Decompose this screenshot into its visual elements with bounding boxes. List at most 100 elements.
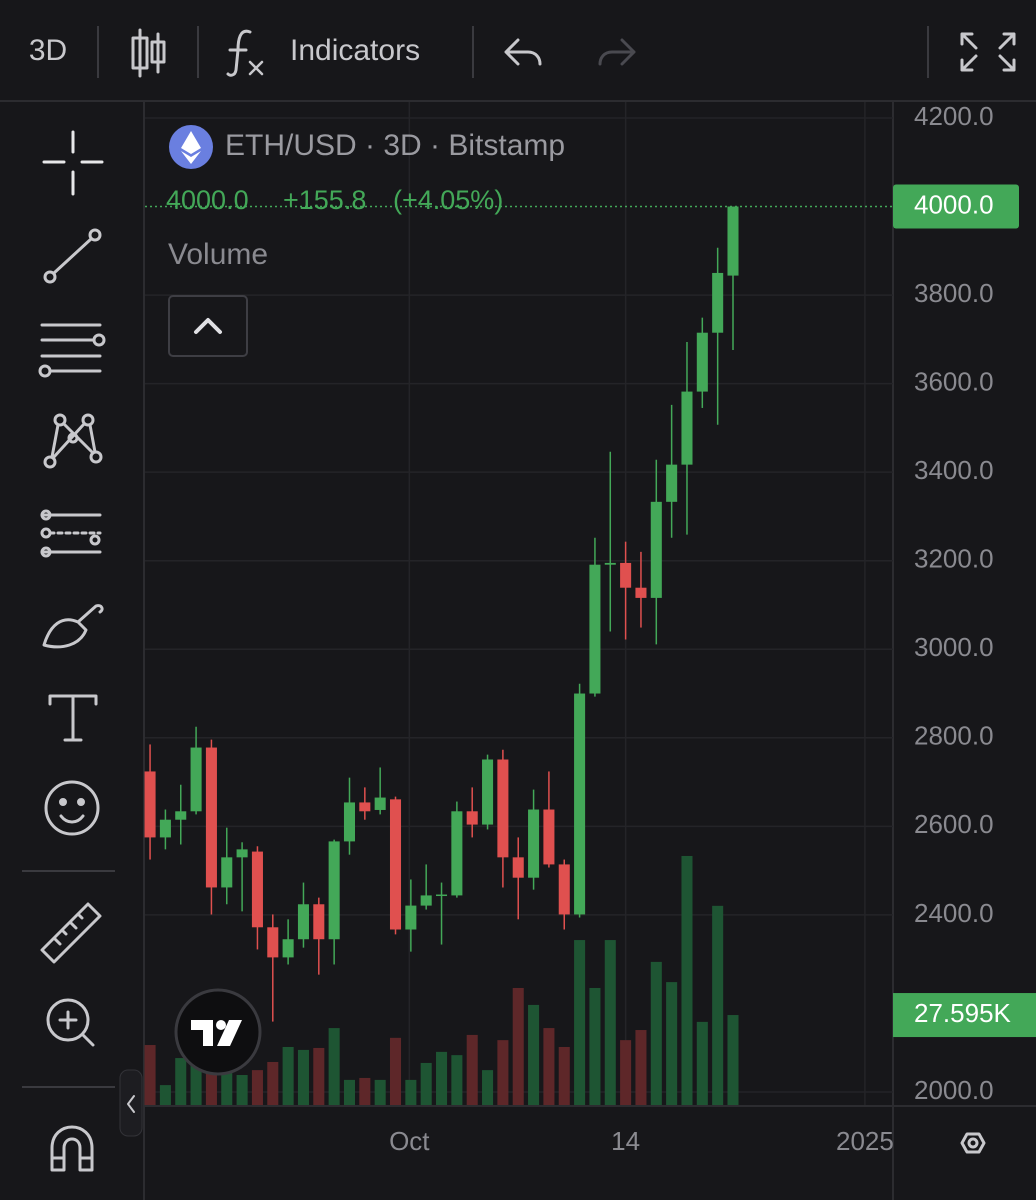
y-tick-label: 3000.0	[914, 632, 994, 662]
candle-body	[389, 799, 402, 930]
volume-bar	[604, 940, 616, 1105]
candle-body	[343, 802, 356, 842]
volume-bar	[558, 1046, 570, 1105]
candle-body	[589, 564, 601, 694]
candle-body	[282, 939, 294, 958]
top-toolbar: 3D Indicators	[0, 26, 1036, 102]
volume-bar	[374, 1079, 386, 1105]
volume-bar	[451, 1055, 463, 1105]
candle-body	[696, 332, 708, 392]
plot	[144, 102, 893, 1105]
candle-body	[681, 391, 693, 465]
undo-button[interactable]	[504, 38, 542, 66]
volume-bar	[159, 1085, 171, 1105]
ruler-tool[interactable]	[40, 902, 102, 964]
pattern-tool[interactable]	[43, 413, 103, 469]
channel-tool[interactable]	[38, 323, 106, 378]
y-tick-label: 2800.0	[914, 721, 994, 751]
candle-body	[574, 693, 586, 915]
volume-bar	[328, 1028, 340, 1105]
collapse-toolbar[interactable]	[119, 1069, 143, 1137]
volume-bar	[282, 1046, 294, 1105]
settings-button[interactable]	[960, 1132, 986, 1154]
y-tick-label: 3200.0	[914, 544, 994, 574]
candle-body	[604, 562, 616, 565]
collapse-legend-arrow	[194, 318, 222, 334]
line-tool[interactable]	[43, 228, 102, 284]
volume-bar	[190, 1040, 202, 1105]
redo-button[interactable]	[598, 38, 636, 66]
volume-bar	[236, 1075, 248, 1105]
emoji-tool[interactable]	[44, 780, 100, 836]
tradingview-logo	[174, 988, 262, 1076]
eth-logo-mark	[181, 131, 201, 164]
volume-bar	[497, 1040, 509, 1105]
volume-bar	[681, 855, 693, 1105]
candle-body	[190, 747, 202, 812]
last-volume-label: 27.595K	[914, 998, 1012, 1028]
candle-body	[328, 841, 340, 940]
y-tick-label: 2600.0	[914, 809, 994, 839]
volume-bar	[389, 1037, 402, 1105]
candle-body	[528, 809, 540, 878]
x-tick-label: 14	[611, 1126, 640, 1156]
indicators-button[interactable]: Indicators	[290, 34, 420, 67]
quote-change: +155.8	[283, 185, 366, 215]
volume-bar	[313, 1047, 325, 1105]
candle-body	[175, 811, 187, 820]
y-tick-label: 3800.0	[914, 278, 994, 308]
candle-body	[497, 759, 509, 858]
volume-bar	[359, 1077, 371, 1105]
candle-body	[420, 895, 432, 906]
candle-body	[512, 857, 524, 878]
volume-bar	[420, 1062, 432, 1105]
last-price-label: 4000.0	[914, 189, 994, 219]
volume-bar	[267, 1061, 279, 1105]
candle-body	[712, 272, 724, 333]
volume-bar	[405, 1079, 417, 1105]
volume-bar	[482, 1070, 494, 1105]
candle-body	[205, 747, 217, 888]
crosshair-tool[interactable]	[42, 130, 104, 196]
volume-bar	[528, 1004, 540, 1105]
candle-body	[221, 857, 233, 888]
volume-bar	[543, 1028, 555, 1105]
candle-body	[251, 851, 263, 928]
volume-bar	[589, 987, 601, 1105]
volume-bar	[175, 1058, 187, 1105]
candle-body	[482, 759, 494, 825]
zoom-tool[interactable]	[46, 998, 95, 1047]
candle-body	[558, 864, 570, 915]
volume-bar	[696, 1021, 708, 1105]
interval-button[interactable]: 3D	[29, 34, 67, 67]
chart-type-button[interactable]	[131, 28, 166, 78]
volume-bar	[512, 987, 524, 1105]
text-tool[interactable]	[48, 694, 98, 742]
last-volume-box	[893, 993, 1036, 1038]
volume-bar	[666, 982, 678, 1105]
volume-bar	[635, 1030, 647, 1105]
fullscreen-button[interactable]	[960, 32, 1016, 72]
last-price-box	[893, 184, 1019, 229]
brush-tool[interactable]	[42, 604, 104, 649]
magnet-tool[interactable]	[50, 1125, 94, 1172]
candle-body	[359, 802, 371, 812]
volume-bar	[221, 1060, 233, 1105]
volume-bar	[727, 1015, 739, 1105]
candle-body	[635, 587, 647, 598]
volume-bar	[574, 940, 586, 1105]
x-tick-label: 2025	[836, 1126, 894, 1156]
y-tick-label: 4200.0	[914, 101, 994, 131]
volume-bar	[712, 905, 724, 1105]
logo-mark	[191, 1020, 242, 1046]
candle-body	[236, 849, 248, 858]
logo-circle	[174, 988, 262, 1076]
quote-close: 4000.0	[166, 185, 249, 215]
candle-body	[436, 894, 448, 897]
fib-tool[interactable]	[40, 509, 102, 558]
candle-body	[267, 927, 279, 958]
candle-body	[405, 905, 417, 930]
volume-bar	[205, 1045, 217, 1105]
indicators-icon[interactable]	[226, 29, 264, 77]
collapse-legend-button[interactable]	[168, 295, 248, 357]
